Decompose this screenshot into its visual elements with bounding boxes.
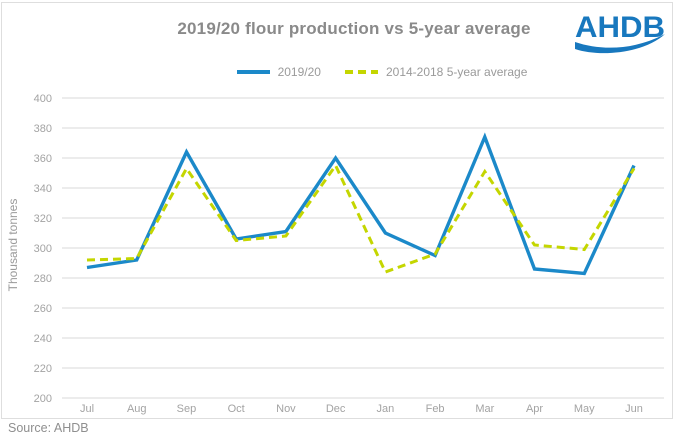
x-axis-tick-label: Mar — [475, 403, 494, 415]
x-axis-tick-label: Dec — [326, 403, 346, 415]
series-line-2019-20 — [86, 132, 636, 276]
y-axis-tick-label: 240 — [34, 333, 52, 345]
x-axis-tick-label: Oct — [228, 403, 245, 415]
y-axis-tick-label: 280 — [34, 273, 52, 285]
source-note: Source: AHDB — [8, 421, 89, 435]
chart-card-border — [1, 2, 673, 419]
x-axis-tick-label: Jul — [80, 403, 94, 415]
y-axis-tick-label: 200 — [34, 393, 52, 405]
x-axis-tick-label: Nov — [276, 403, 296, 415]
x-axis-tick-label: Feb — [426, 403, 445, 415]
legend-item-2019-20: 2019/20 — [236, 65, 321, 79]
legend-label-2019-20: 2019/20 — [277, 65, 321, 79]
x-axis-tick-label: Aug — [127, 403, 147, 415]
x-axis-tick-label: Jan — [376, 403, 394, 415]
y-axis-tick-label: 360 — [34, 153, 52, 165]
x-axis-tick-label: May — [574, 403, 595, 415]
ahdb-logo-text: AHDB — [575, 11, 665, 44]
legend-item-5yr-avg: 2014-2018 5-year average — [344, 65, 528, 79]
legend: 2019/20 2014-2018 5-year average — [100, 63, 664, 81]
ahdb-logo: AHDB — [574, 10, 666, 56]
legend-swatch-solid-line — [236, 70, 270, 74]
x-axis-tick-label: Jun — [625, 403, 643, 415]
x-axis-tick-label: Apr — [526, 403, 543, 415]
y-axis-tick-label: 380 — [34, 123, 52, 135]
legend-swatch-dashed-line — [344, 70, 378, 74]
y-axis-tick-label: 220 — [34, 363, 52, 375]
y-axis-tick-label: 320 — [34, 213, 52, 225]
legend-label-5yr-avg: 2014-2018 5-year average — [385, 65, 528, 79]
y-axis-tick-label: 340 — [34, 183, 52, 195]
series-line-2014-2018-5-year-average — [86, 162, 636, 274]
y-axis-tick-label: 300 — [34, 243, 52, 255]
x-axis-tick-label: Sep — [177, 403, 197, 415]
y-axis-tick-label: 260 — [34, 303, 52, 315]
ahdb-logo-wave-icon — [575, 34, 665, 54]
y-axis-tick-label: 400 — [34, 93, 52, 105]
chart-title: 2019/20 flour production vs 5-year avera… — [177, 19, 531, 38]
